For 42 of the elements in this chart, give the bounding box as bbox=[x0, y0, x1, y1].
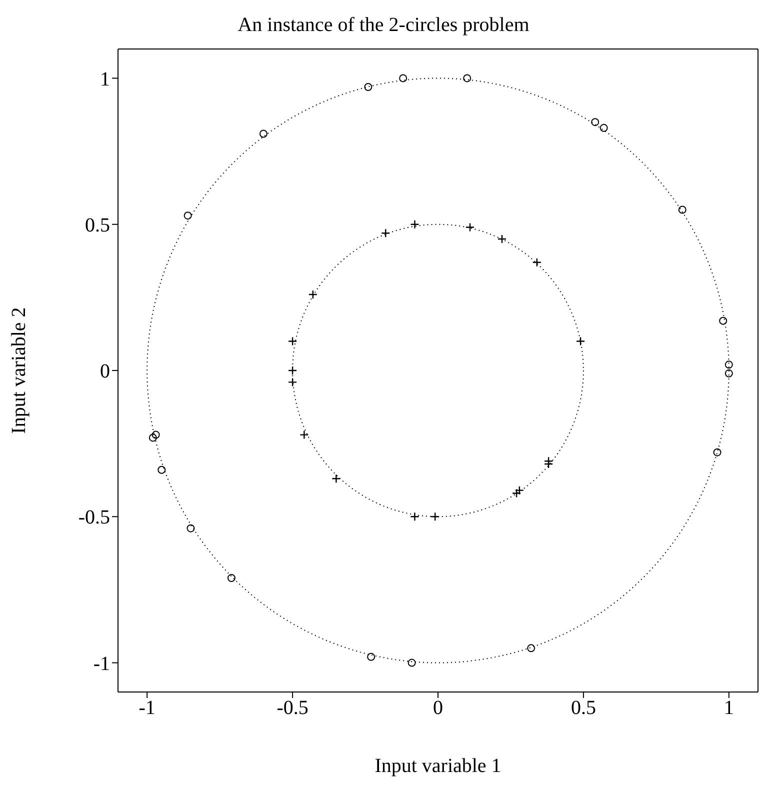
x-axis-title: Input variable 1 bbox=[374, 755, 502, 777]
point bbox=[410, 220, 419, 228]
x-tick-label: 0 bbox=[433, 697, 443, 720]
point bbox=[600, 124, 608, 132]
point bbox=[300, 430, 308, 439]
point bbox=[466, 223, 474, 232]
point bbox=[678, 206, 686, 214]
point bbox=[186, 524, 195, 532]
point bbox=[527, 644, 536, 652]
point bbox=[148, 434, 157, 442]
point bbox=[719, 316, 728, 325]
point bbox=[332, 474, 340, 483]
y-axis-title: Input variable 2 bbox=[8, 307, 30, 434]
point bbox=[288, 378, 297, 386]
x-tick-label: 1 bbox=[724, 697, 734, 720]
x-tick-label: 0.5 bbox=[570, 697, 596, 720]
point bbox=[410, 512, 419, 521]
point bbox=[724, 369, 733, 378]
point bbox=[364, 82, 372, 91]
point bbox=[227, 574, 236, 582]
y-tick-label: 0 bbox=[100, 360, 110, 383]
point bbox=[724, 360, 733, 369]
point bbox=[576, 337, 585, 346]
y-tick-label: -0.5 bbox=[78, 506, 110, 529]
point bbox=[515, 486, 524, 494]
point bbox=[184, 212, 192, 220]
point bbox=[463, 74, 472, 82]
point bbox=[408, 658, 416, 667]
x-tick-label: -0.5 bbox=[276, 697, 308, 720]
x-tick-label: -1 bbox=[138, 697, 156, 720]
y-tick-label: 0.5 bbox=[85, 214, 110, 236]
point bbox=[152, 430, 160, 439]
point bbox=[158, 466, 166, 474]
point bbox=[591, 118, 600, 126]
y-tick-label: -1 bbox=[93, 652, 110, 675]
point bbox=[713, 448, 722, 456]
y-tick-label: 1 bbox=[100, 68, 110, 90]
point bbox=[259, 130, 268, 138]
point bbox=[399, 74, 408, 82]
chart-title: An instance of the 2-circles problem bbox=[236, 13, 530, 38]
point bbox=[288, 337, 297, 346]
point bbox=[367, 652, 376, 661]
